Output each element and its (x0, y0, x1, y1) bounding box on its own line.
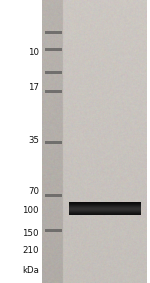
Text: 35: 35 (28, 136, 39, 145)
Text: 100: 100 (22, 206, 39, 215)
Text: kDa: kDa (22, 266, 39, 275)
Text: 210: 210 (22, 246, 39, 255)
Text: 70: 70 (28, 186, 39, 196)
Text: 17: 17 (28, 83, 39, 92)
Text: 10: 10 (28, 48, 39, 57)
Text: 150: 150 (22, 229, 39, 238)
